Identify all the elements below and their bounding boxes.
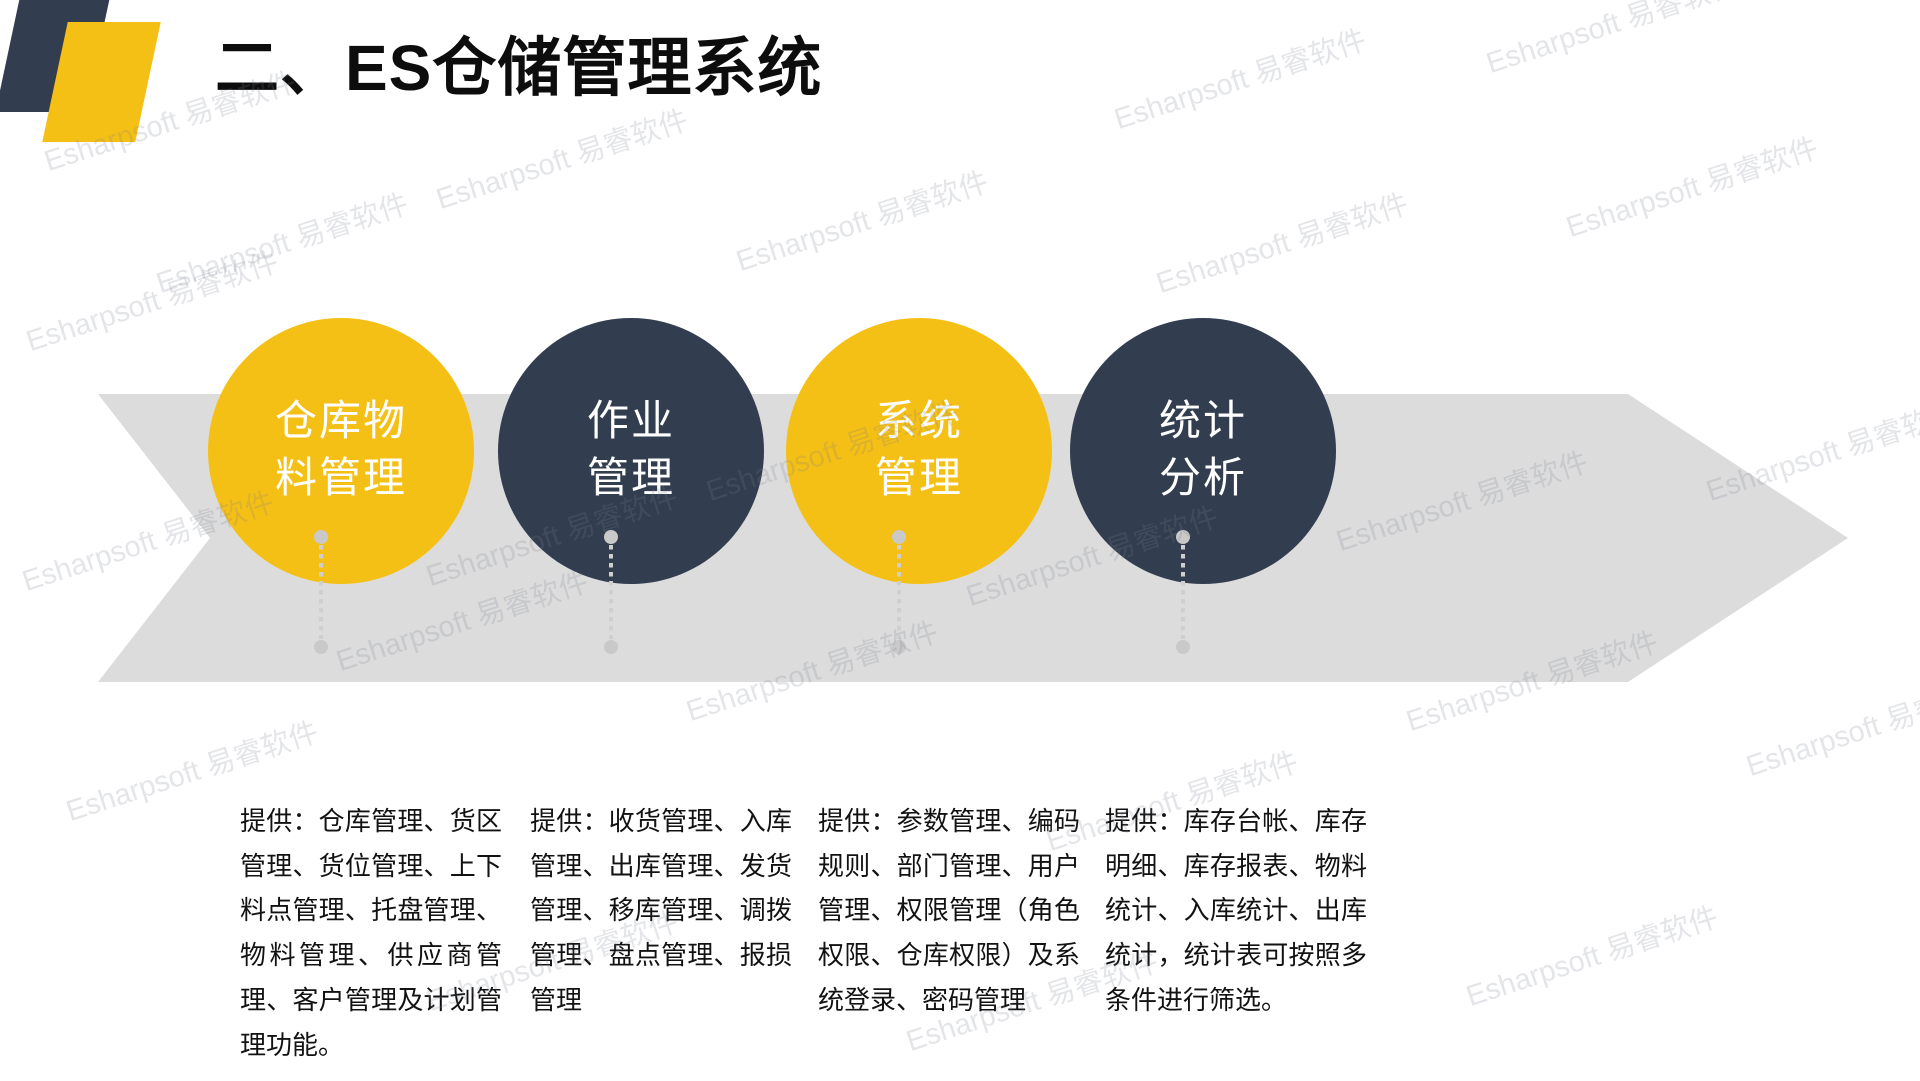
circle-warehouse-material-management[interactable]: 仓库物 料管理 [208,318,474,584]
circle-system-management[interactable]: 系统 管理 [786,318,1052,584]
connector-dot-bottom-icon [1176,640,1190,654]
watermark-text: Esharpsoft 易睿软件 [432,104,693,217]
connector-1 [314,530,328,654]
watermark-text: Esharpsoft 易睿软件 [1562,132,1823,245]
circle-statistical-analysis[interactable]: 统计 分析 [1070,318,1336,584]
connector-dot-top-icon [892,530,906,544]
circle-label: 统计 分析 [1158,399,1247,502]
description-system-management: 提供：参数管理、编码规则、部门管理、用户管理、权限管理（角色权限、仓库权限）及系… [818,807,1080,1015]
watermark-text: Esharpsoft 易睿软件 [1110,24,1371,137]
connector-dotted-line [609,545,613,639]
circle-operation-management[interactable]: 作业 管理 [498,318,764,584]
connector-dotted-line [897,545,901,639]
description-statistical-analysis: 提供：库存台帐、库存明细、库存报表、物料统计、入库统计、出库统计，统计表可按照多… [1105,807,1367,1015]
watermark-text: Esharpsoft 易睿软件 [1482,0,1743,81]
connector-dot-bottom-icon [314,640,328,654]
connector-dot-bottom-icon [892,640,906,654]
description-operation-management: 提供：收货管理、入库管理、出库管理、发货管理、移库管理、调拨管理、盘点管理、报损… [530,807,792,1015]
connector-dotted-line [319,545,323,639]
connector-dot-top-icon [314,530,328,544]
circle-label: 仓库物 料管理 [274,399,407,502]
watermark-text: Esharpsoft 易睿软件 [152,188,413,301]
circle-label: 作业 管理 [586,399,675,502]
connector-dot-bottom-icon [604,640,618,654]
watermark-text: Esharpsoft 易睿软件 [1152,188,1413,301]
watermark-text: Esharpsoft 易睿软件 [22,246,283,359]
page-title: 二、ES仓储管理系统 [215,32,823,104]
circle-label: 系统 管理 [874,399,963,502]
connector-3 [892,530,906,654]
connector-dotted-line [1181,545,1185,639]
watermark-text: Esharpsoft 易睿软件 [1462,901,1723,1014]
connector-dot-top-icon [604,530,618,544]
connector-2 [604,530,618,654]
watermark-text: Esharpsoft 易睿软件 [732,166,993,279]
description-warehouse-material-management: 提供：仓库管理、货区管理、货位管理、上下料点管理、托盘管理、物料管理、供应商管理… [240,807,502,1060]
connector-dot-top-icon [1176,530,1190,544]
connector-4 [1176,530,1190,654]
